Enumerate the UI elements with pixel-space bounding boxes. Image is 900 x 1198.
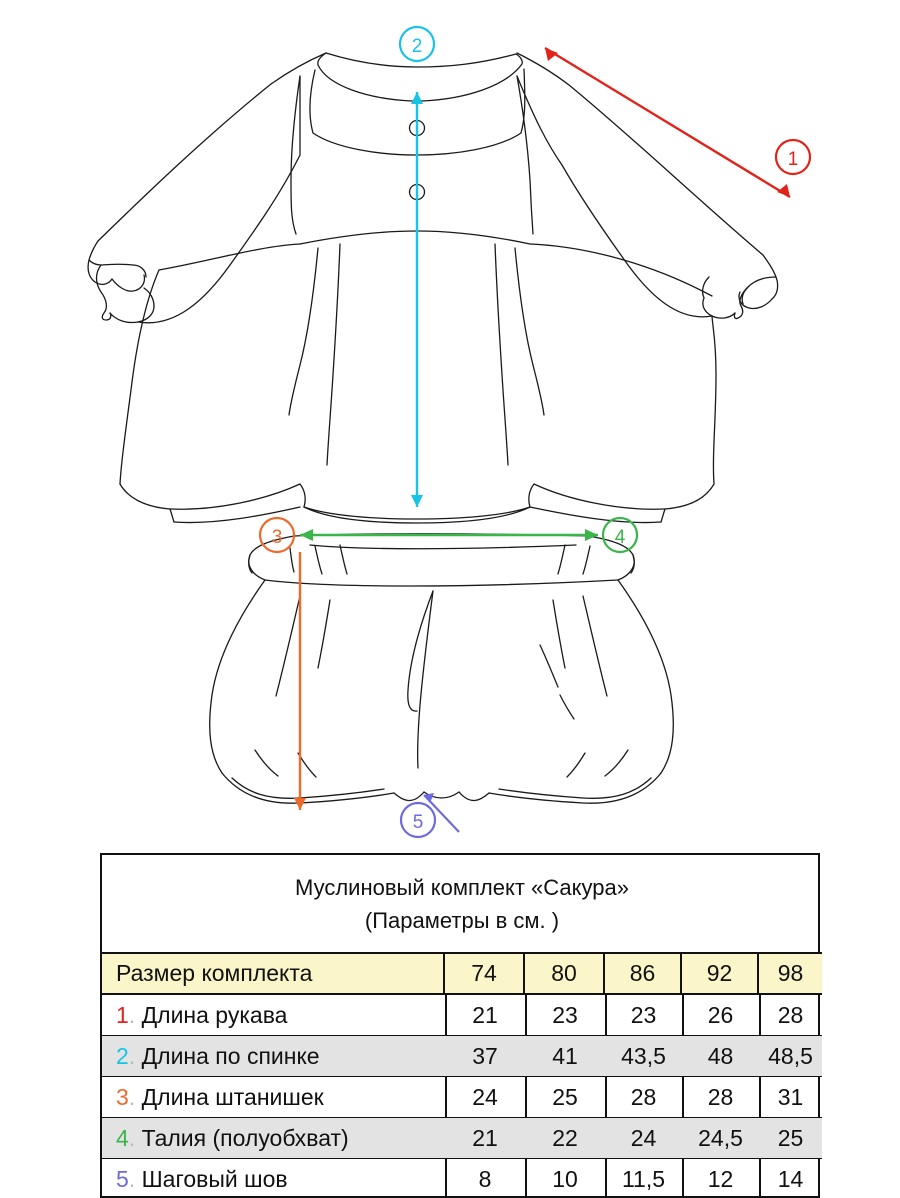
svg-text:5: 5 [413,812,424,833]
svg-text:4: 4 [615,527,626,548]
svg-text:2: 2 [412,36,423,57]
svg-text:1: 1 [788,149,799,170]
svg-text:3: 3 [272,527,283,548]
